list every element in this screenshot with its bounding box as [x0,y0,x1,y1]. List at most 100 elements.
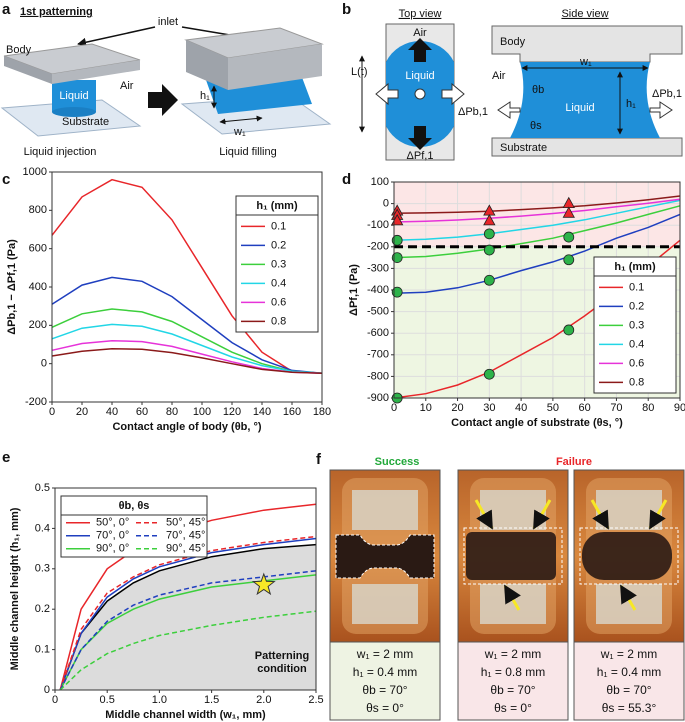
air-label: Air [120,80,134,92]
parameter: θs = 0° [494,701,532,715]
series-line [51,347,323,375]
panel-label: b [342,1,351,18]
y-tick-label: 0 [41,358,47,370]
x-tick-label: 60 [136,406,148,418]
x-tick-label: 140 [253,406,271,418]
angle-label: θb [532,84,544,96]
angle-label: θs [530,120,542,132]
arrow [532,499,552,530]
x-tick-label: 180 [313,406,331,418]
liquid-label: Liquid [405,70,434,82]
x-axis-label: Middle channel width (w₁, mm) [105,709,266,721]
series-line [59,537,317,691]
panel-label: d [342,171,351,188]
marker [483,244,495,256]
y-tick-label: -400 [367,284,389,296]
y-tick-label: 200 [29,319,47,331]
parameter: h₁ = 0.4 mm [597,665,661,679]
marker [391,252,403,264]
x-tick-label: 120 [223,406,241,418]
w-label: w₁ [233,126,246,138]
y-tick-label: 0.1 [35,644,50,656]
length-label: L(t) [351,66,368,78]
liquid [466,532,556,580]
y-tick-label: 0 [44,684,50,696]
panel-f: f Success Failure w₁ = 2 mm h₁ = 0.4 mm θb… [316,451,685,721]
force-arrow [649,101,673,119]
w-label: w₁ [579,56,592,68]
panel-label: e [2,449,10,466]
parameter: h₁ = 0.4 mm [353,665,417,679]
view-title: Side view [561,8,608,20]
series-line [393,205,681,259]
y-tick-label: -500 [367,306,389,318]
legend-label: 0.4 [271,277,286,289]
legend-label: 70°, 45° [166,530,205,542]
series-line [59,535,317,691]
legend-label: 90°, 0° [96,543,129,555]
y-tick-label: 1000 [23,166,47,178]
x-tick-label: 100 [193,406,211,418]
series-line [59,610,317,691]
legend-label: 0.6 [271,296,286,308]
pressure-label: ΔPb,1 [458,106,488,118]
air-label: Air [492,70,506,82]
marker [483,228,495,240]
marker [562,206,575,218]
area [60,544,317,690]
legend-label: 0.1 [271,220,286,232]
substrate-label: Substrate [62,116,109,128]
x-tick-label: 2.5 [308,694,323,706]
legend-label: 90°, 45° [166,543,205,555]
parameter: θb = 70° [362,683,407,697]
marker [563,254,575,266]
body-front [228,44,322,90]
chart: e 0 0.1 0.2 0.3 0.4 0.5 0 0.5 1.0 1.5 2.0 2.5 Pattern… [2,449,324,721]
window [352,584,418,624]
force-arrow [408,126,432,150]
dimension [219,115,263,125]
x-tick-label: 1.0 [152,694,167,706]
substrate-label: Substrate [500,142,547,154]
annotation: Patterning [255,650,309,662]
x-axis-label: Contact angle of body (θb, °) [112,421,261,433]
y-tick-label: -100 [367,219,389,231]
legend-label: 0.2 [271,239,286,251]
y-tick-label: 400 [29,281,47,293]
plot-frame [54,487,317,691]
arrow [474,499,494,530]
status-label: Failure [556,456,592,468]
x-tick-label: 90 [674,402,685,414]
parameter: θb = 70° [606,683,651,697]
y-tick-label: -200 [25,396,47,408]
parameter: w₁ = 2 mm [484,647,541,661]
liquid [52,80,96,112]
panel-label: c [2,171,10,188]
annotation: condition [257,663,307,675]
force-arrow [497,101,521,119]
x-tick-label: 50 [547,402,559,414]
x-tick-label: 160 [283,406,301,418]
air-label: Air [413,27,427,39]
y-tick-label: 100 [371,176,389,188]
y-tick-label: 600 [29,243,47,255]
h-label: h₁ [200,90,210,102]
y-tick-label: -300 [367,262,389,274]
x-tick-label: 20 [451,402,463,414]
window [596,584,662,624]
x-tick-label: 0 [391,402,397,414]
plot-frame [393,181,681,399]
x-tick-label: 1.5 [204,694,219,706]
legend-label: 70°, 0° [96,530,129,542]
parameter: w₁ = 2 mm [356,647,413,661]
x-tick-label: 2.0 [256,694,271,706]
x-tick-label: 20 [76,406,88,418]
series-line [393,195,681,215]
legend-label: 0.8 [629,376,644,388]
y-tick-label: -800 [367,370,389,382]
legend-label: 0.8 [271,315,286,327]
body-label: Body [6,44,32,56]
legend-label: 0.3 [271,258,286,270]
